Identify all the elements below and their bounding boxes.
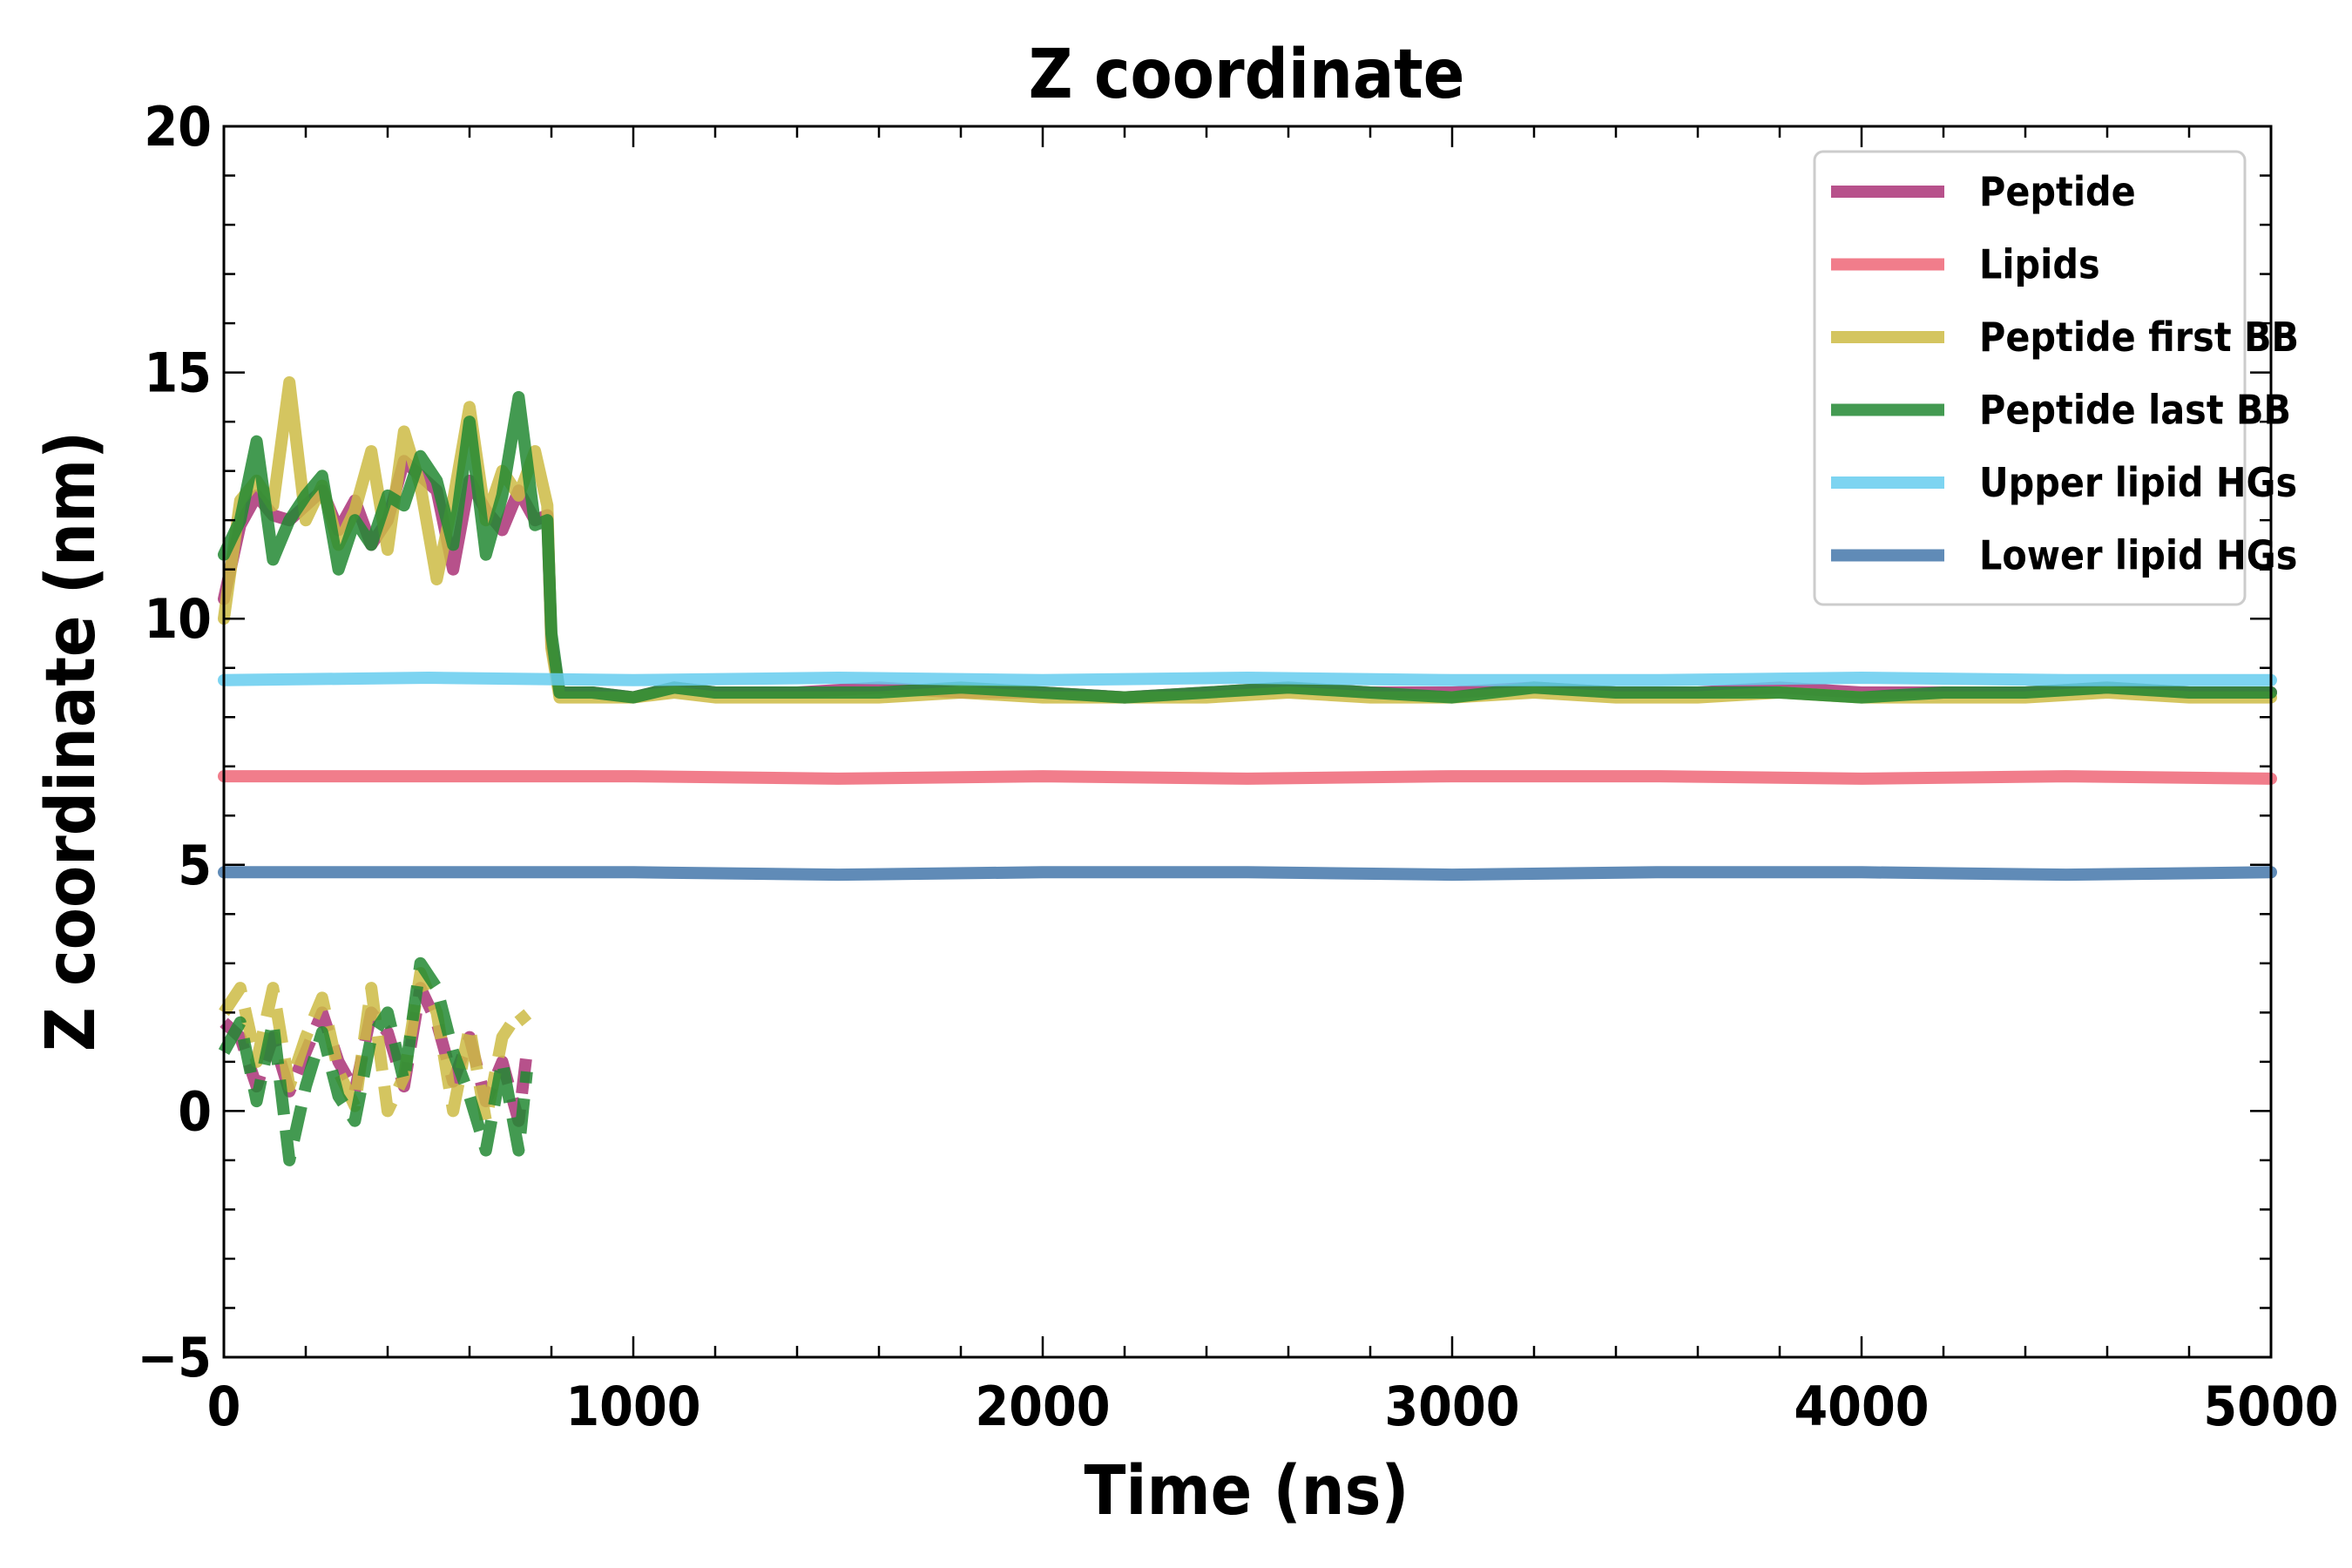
legend-label: Peptide last BB <box>1979 387 2291 434</box>
legend-label: Peptide first BB <box>1979 314 2299 361</box>
series-line-peptide-last-bb <box>218 390 2277 704</box>
x-tick-label: 4000 <box>1794 1375 1929 1438</box>
legend-items: Peptide Lipids Peptide first BB Peptide las… <box>1831 168 2299 579</box>
ticks-layer <box>222 125 2273 1359</box>
chart-title: Z coordinate <box>1029 36 1465 114</box>
legend: Peptide Lipids Peptide first BB Peptide las… <box>1813 150 2299 606</box>
x-tick-label: 2000 <box>975 1375 1110 1438</box>
x-tick-label: 3000 <box>1384 1375 1519 1438</box>
series-line-peptide-first-bb-dashed <box>219 967 532 1127</box>
series-layer <box>218 375 2277 1166</box>
series-line-lower-lipid-hgs <box>218 866 2277 882</box>
legend-label: Lipids <box>1979 241 2100 288</box>
y-axis-label: Z coordinate (nm) <box>32 431 111 1051</box>
y-tick-label: 0 <box>178 1079 212 1143</box>
y-tick-label: −5 <box>137 1326 212 1389</box>
legend-entry-peptide: Peptide <box>1831 168 2136 215</box>
legend-entry-upper-lipid-hgs: Upper lipid HGs <box>1831 459 2297 506</box>
legend-entry-peptide-last-bb: Peptide last BB <box>1831 387 2291 434</box>
series-line-lipids <box>218 770 2277 785</box>
legend-label: Peptide <box>1979 168 2136 215</box>
legend-entry-lower-lipid-hgs: Lower lipid HGs <box>1831 532 2297 579</box>
series-line-peptide-last-bb-dashed <box>218 956 533 1166</box>
x-axis-label: Time (ns) <box>1085 1452 1409 1531</box>
x-tick-label: 5000 <box>2203 1375 2338 1438</box>
x-tick-label: 0 <box>207 1375 241 1438</box>
legend-entry-peptide-first-bb: Peptide first BB <box>1831 314 2299 361</box>
plot-frame <box>222 125 2273 1359</box>
legend-label: Upper lipid HGs <box>1979 459 2297 506</box>
legend-entry-lipids: Lipids <box>1831 241 2100 288</box>
y-tick-label: 5 <box>178 834 212 897</box>
y-tick-label: 10 <box>144 587 212 651</box>
y-tick-label: 20 <box>144 95 212 159</box>
series-line-upper-lipid-hgs <box>218 672 2277 686</box>
x-tick-label: 1000 <box>565 1375 700 1438</box>
y-tick-label: 15 <box>144 341 212 405</box>
legend-label: Lower lipid HGs <box>1979 532 2297 579</box>
